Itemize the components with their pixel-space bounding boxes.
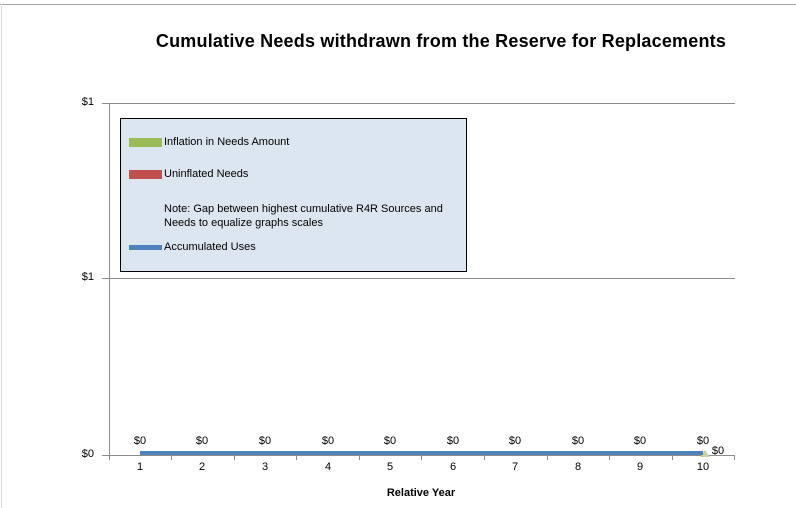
legend-swatch-blue <box>129 245 162 250</box>
x-tick <box>547 456 548 460</box>
chart-title: Cumulative Needs withdrawn from the Rese… <box>155 31 727 51</box>
data-label: $0 <box>195 435 209 447</box>
data-label: $0 <box>258 435 272 447</box>
x-axis-label: 5 <box>386 461 394 473</box>
legend-note-line1: Note: Gap between highest cumulative R4R… <box>164 203 443 215</box>
x-axis-label: 4 <box>324 461 332 473</box>
chart-top-border <box>0 4 796 5</box>
x-tick <box>484 456 485 460</box>
chart-left-border <box>1 4 2 508</box>
legend-label-accumulated: Accumulated Uses <box>164 241 256 253</box>
x-axis-label: 7 <box>511 461 519 473</box>
x-axis-label: 3 <box>261 461 269 473</box>
x-axis-label: 1 <box>136 461 144 473</box>
end-data-label: $0 <box>711 445 725 457</box>
x-axis-label: 2 <box>198 461 206 473</box>
data-label: $0 <box>446 435 460 447</box>
y-axis-label: $1 <box>81 96 94 108</box>
x-tick <box>359 456 360 460</box>
data-label: $0 <box>133 435 147 447</box>
x-tick <box>171 456 172 460</box>
x-axis-title: Relative Year <box>386 487 456 499</box>
x-tick <box>296 456 297 460</box>
y-axis-label: $1 <box>81 271 94 283</box>
data-label: $0 <box>571 435 585 447</box>
data-label: $0 <box>633 435 647 447</box>
x-axis-label: 10 <box>696 461 710 473</box>
legend-swatch-green <box>129 138 162 147</box>
y-tick <box>102 103 109 104</box>
legend-note: Note: Gap between highest cumulative R4R… <box>164 202 443 230</box>
x-axis-label: 8 <box>574 461 582 473</box>
x-tick <box>734 456 735 460</box>
y-tick <box>102 278 109 279</box>
x-tick <box>672 456 673 460</box>
legend-label-inflation: Inflation in Needs Amount <box>164 136 290 148</box>
triangle-marker-icon <box>700 450 710 457</box>
y-axis-label: $0 <box>81 448 94 460</box>
legend-box: Inflation in Needs Amount Uninflated Nee… <box>120 118 467 272</box>
data-label: $0 <box>321 435 335 447</box>
y-tick <box>102 455 109 456</box>
x-axis-label: 6 <box>449 461 457 473</box>
x-tick <box>421 456 422 460</box>
data-label: $0 <box>383 435 397 447</box>
x-axis-label: 9 <box>636 461 644 473</box>
gridline-middle <box>109 278 735 279</box>
y-axis-line <box>109 103 110 456</box>
x-tick <box>234 456 235 460</box>
legend-note-line2: Needs to equalize graphs scales <box>164 217 323 229</box>
gridline-top <box>109 103 735 104</box>
x-tick <box>609 456 610 460</box>
x-tick <box>109 456 110 460</box>
legend-swatch-red <box>129 170 162 179</box>
x-axis-line <box>109 455 735 456</box>
data-label: $0 <box>696 435 710 447</box>
accumulated-uses-line <box>140 451 703 455</box>
data-label: $0 <box>508 435 522 447</box>
legend-label-uninflated: Uninflated Needs <box>164 168 249 180</box>
